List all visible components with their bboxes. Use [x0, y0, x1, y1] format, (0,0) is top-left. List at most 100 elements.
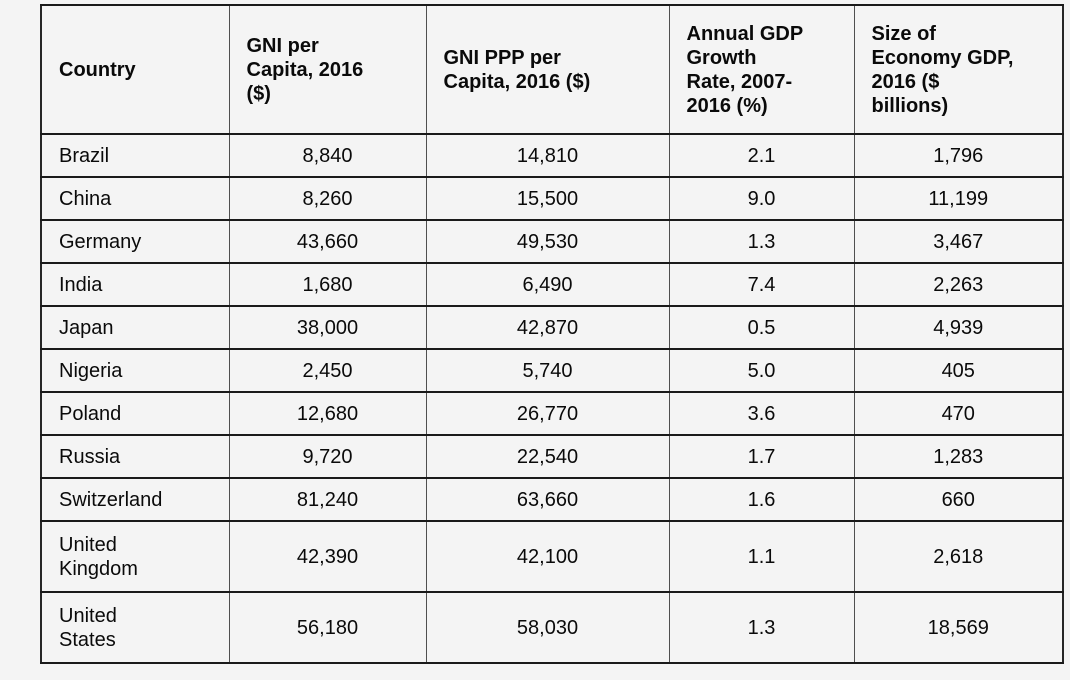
table-row: Switzerland 81,240 63,660 1.6 660	[40, 477, 1064, 522]
value-cell: 1.1	[668, 520, 855, 593]
cell-value: 7.4	[747, 273, 776, 296]
value-cell: 8,260	[228, 176, 427, 221]
value-cell: 42,870	[425, 305, 670, 350]
cell-value: 1,796	[933, 144, 984, 167]
cell-value: 1,283	[933, 445, 984, 468]
cell-value: 81,240	[296, 488, 359, 511]
value-cell: 3,467	[853, 219, 1064, 264]
table-row: Poland 12,680 26,770 3.6 470	[40, 391, 1064, 436]
value-cell: 405	[853, 348, 1064, 393]
country-label: Poland	[59, 402, 122, 425]
cell-value: 22,540	[516, 445, 579, 468]
value-cell: 5.0	[668, 348, 855, 393]
country-label: Nigeria	[59, 359, 123, 382]
value-cell: 12,680	[228, 391, 427, 436]
cell-value: 470	[941, 402, 975, 425]
column-header-label: Country	[59, 58, 136, 81]
column-header-label: GNI per Capita, 2016 ($)	[246, 34, 364, 105]
cell-value: 2,618	[933, 545, 984, 568]
value-cell: 4,939	[853, 305, 1064, 350]
value-cell: 9.0	[668, 176, 855, 221]
value-cell: 5,740	[425, 348, 670, 393]
cell-value: 14,810	[516, 144, 579, 167]
value-cell: 660	[853, 477, 1064, 522]
value-cell: 1.6	[668, 477, 855, 522]
cell-value: 1.3	[747, 230, 776, 253]
cell-value: 6,490	[522, 273, 573, 296]
cell-value: 2,263	[933, 273, 984, 296]
cell-value: 3,467	[933, 230, 984, 253]
cell-value: 0.5	[747, 316, 776, 339]
country-label: Japan	[59, 316, 114, 339]
column-header-1: GNI per Capita, 2016 ($)	[228, 4, 427, 135]
column-header-label: Annual GDP Growth Rate, 2007-2016 (%)	[686, 22, 803, 117]
country-cell: United Kingdom	[40, 520, 230, 593]
value-cell: 7.4	[668, 262, 855, 307]
cell-value: 12,680	[296, 402, 359, 425]
cell-value: 11,199	[928, 187, 989, 210]
cell-value: 5.0	[747, 359, 776, 382]
table-row: Russia 9,720 22,540 1.7 1,283	[40, 434, 1064, 479]
value-cell: 18,569	[853, 591, 1064, 664]
country-cell: Brazil	[40, 133, 230, 178]
country-label: United Kingdom	[59, 533, 138, 580]
value-cell: 38,000	[228, 305, 427, 350]
value-cell: 8,840	[228, 133, 427, 178]
country-label: Brazil	[59, 144, 110, 167]
cell-value: 49,530	[516, 230, 579, 253]
column-header-3: Annual GDP Growth Rate, 2007-2016 (%)	[668, 4, 855, 135]
cell-value: 43,660	[296, 230, 359, 253]
cell-value: 1,680	[302, 273, 353, 296]
cell-value: 15,500	[516, 187, 579, 210]
cell-value: 56,180	[296, 616, 359, 639]
table-header: Country GNI per Capita, 2016 ($) GNI PPP p…	[40, 4, 1064, 135]
table-row: Nigeria 2,450 5,740 5.0 405	[40, 348, 1064, 393]
value-cell: 2,263	[853, 262, 1064, 307]
cell-value: 8,840	[302, 144, 353, 167]
value-cell: 42,390	[228, 520, 427, 593]
cell-value: 1.7	[747, 445, 776, 468]
table-row: Brazil 8,840 14,810 2.1 1,796	[40, 133, 1064, 178]
cell-value: 3.6	[747, 402, 776, 425]
cell-value: 42,870	[516, 316, 579, 339]
table-row: India 1,680 6,490 7.4 2,263	[40, 262, 1064, 307]
column-header-label: GNI PPP per Capita, 2016 ($)	[443, 46, 591, 93]
country-label: China	[59, 187, 112, 210]
country-cell: India	[40, 262, 230, 307]
table-row: China 8,260 15,500 9.0 11,199	[40, 176, 1064, 221]
country-cell: Nigeria	[40, 348, 230, 393]
value-cell: 56,180	[228, 591, 427, 664]
cell-value: 9.0	[747, 187, 776, 210]
column-header-0: Country	[40, 4, 230, 135]
value-cell: 1.3	[668, 219, 855, 264]
value-cell: 1.7	[668, 434, 855, 479]
value-cell: 0.5	[668, 305, 855, 350]
header-row: Country GNI per Capita, 2016 ($) GNI PPP p…	[40, 4, 1064, 135]
cell-value: 405	[941, 359, 975, 382]
value-cell: 1,283	[853, 434, 1064, 479]
cell-value: 63,660	[516, 488, 579, 511]
value-cell: 63,660	[425, 477, 670, 522]
cell-value: 5,740	[522, 359, 573, 382]
value-cell: 42,100	[425, 520, 670, 593]
value-cell: 81,240	[228, 477, 427, 522]
value-cell: 1,796	[853, 133, 1064, 178]
value-cell: 2,618	[853, 520, 1064, 593]
cell-value: 1.6	[747, 488, 776, 511]
column-header-label: Size of Economy GDP, 2016 ($ billions)	[871, 22, 1014, 117]
cell-value: 4,939	[933, 316, 984, 339]
country-label: India	[59, 273, 103, 296]
country-cell: Japan	[40, 305, 230, 350]
country-label: Russia	[59, 445, 121, 468]
country-cell: Poland	[40, 391, 230, 436]
cell-value: 38,000	[296, 316, 359, 339]
country-cell: Russia	[40, 434, 230, 479]
country-cell: Switzerland	[40, 477, 230, 522]
value-cell: 58,030	[425, 591, 670, 664]
value-cell: 49,530	[425, 219, 670, 264]
value-cell: 470	[853, 391, 1064, 436]
value-cell: 1.3	[668, 591, 855, 664]
country-label: Germany	[59, 230, 142, 253]
cell-value: 42,100	[516, 545, 579, 568]
cell-value: 58,030	[516, 616, 579, 639]
